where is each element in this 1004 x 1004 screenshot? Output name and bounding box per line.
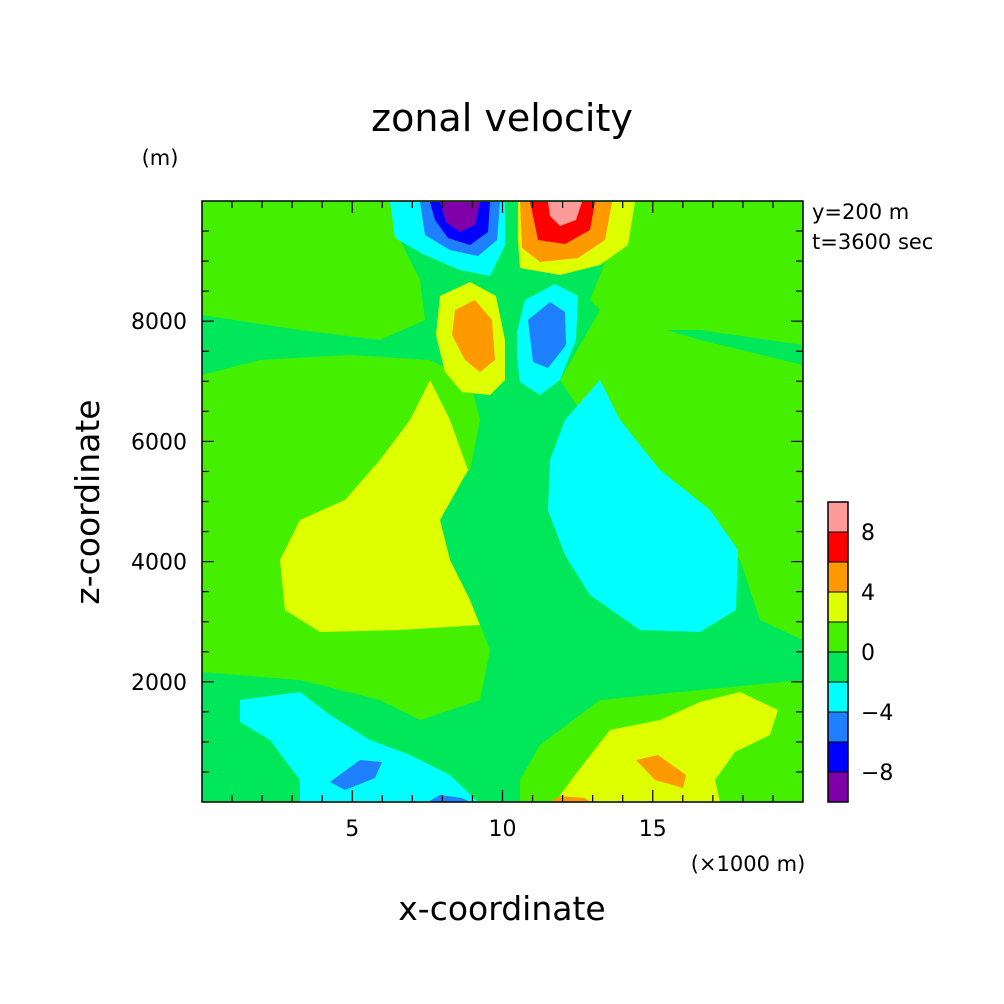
colorbar-tick-label: 4 <box>861 581 875 606</box>
contour-region <box>548 202 582 226</box>
colorbar-swatch <box>828 502 848 532</box>
contour-region <box>528 302 566 368</box>
contour-region <box>428 795 470 802</box>
colorbar-swatch <box>828 532 848 562</box>
contour-region <box>636 755 686 788</box>
y-tick-label: 4000 <box>131 551 187 576</box>
colorbar-tick-label: 0 <box>861 641 875 666</box>
x-tick-label: 5 <box>345 817 359 842</box>
contour-region <box>452 300 495 372</box>
y-axis-title: z-coordinate <box>68 399 107 604</box>
contour-region <box>330 760 382 790</box>
y-unit-label: (m) <box>142 146 179 170</box>
annotation-t: t=3600 sec <box>812 230 933 254</box>
colorbar-swatch <box>828 622 848 652</box>
colorbar-tick-label: −8 <box>861 761 893 786</box>
x-axis-title: x-coordinate <box>398 889 605 928</box>
x-tick-label: 10 <box>489 817 517 842</box>
colorbar-swatch <box>828 682 848 712</box>
chart-title: zonal velocity <box>371 96 633 140</box>
axis-ticks <box>202 201 803 802</box>
colorbar-tick-label: 8 <box>861 521 875 546</box>
y-tick-labels: 2000 4000 6000 8000 <box>131 310 187 696</box>
contour-field <box>202 201 803 802</box>
y-tick-label: 2000 <box>131 671 187 696</box>
colorbar-tick-labels: 8 4 0 −4 −8 <box>861 521 893 786</box>
contour-region <box>440 202 480 232</box>
annotation-y: y=200 m <box>812 200 909 224</box>
contour-region <box>555 692 778 802</box>
x-tick-labels: 5 10 15 <box>345 817 667 842</box>
x-unit-label: (×1000 m) <box>691 852 806 876</box>
y-tick-label: 8000 <box>131 310 187 335</box>
contour-region <box>202 202 430 340</box>
colorbar-swatch <box>828 562 848 592</box>
contour-region <box>280 380 480 632</box>
contour-region <box>548 380 738 632</box>
colorbar <box>827 501 849 803</box>
colorbar-swatch <box>828 592 848 622</box>
colorbar-swatch <box>828 712 848 742</box>
x-tick-label: 15 <box>639 817 667 842</box>
contour-region <box>590 202 803 345</box>
colorbar-tick-label: −4 <box>861 701 893 726</box>
colorbar-swatch <box>828 772 848 802</box>
y-tick-label: 6000 <box>131 430 187 455</box>
contour-region <box>240 692 478 802</box>
contour-region <box>550 796 590 802</box>
colorbar-swatch <box>828 742 848 772</box>
colorbar-swatch <box>828 652 848 682</box>
contour-region <box>498 202 520 802</box>
